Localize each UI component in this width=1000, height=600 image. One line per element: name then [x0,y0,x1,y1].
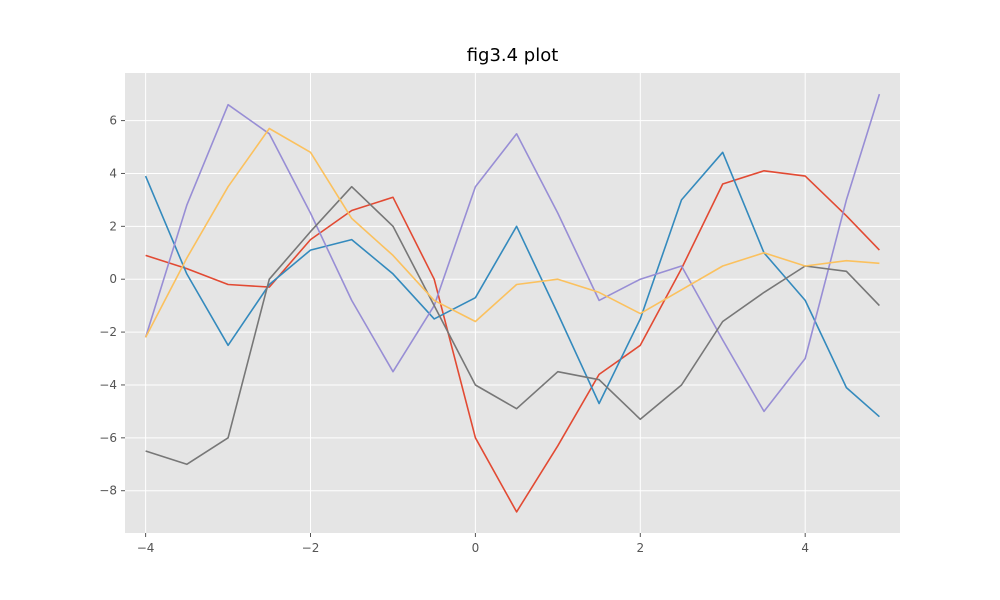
y-tick-label: 2 [109,219,117,233]
chart-title: fig3.4 plot [466,45,559,66]
series-line-3 [144,93,881,413]
y-tick-label: −6 [99,431,117,445]
y-tick-label: 6 [109,114,117,128]
series-line-1 [145,170,880,513]
y-tick-label: 4 [109,166,117,180]
x-tick-label: 2 [636,541,644,555]
plot-area [125,73,900,533]
x-tick-label: −4 [137,541,155,555]
y-tick-label: −4 [99,378,117,392]
series-line-5 [144,127,880,338]
y-tick-label: 0 [109,272,117,286]
x-tick-label: 0 [472,541,480,555]
y-tick-label: −2 [99,325,117,339]
x-tick-label: −2 [302,541,320,555]
x-tick-label: 4 [801,541,809,555]
y-tick-label: −8 [99,484,117,498]
series-line-4 [145,185,880,466]
